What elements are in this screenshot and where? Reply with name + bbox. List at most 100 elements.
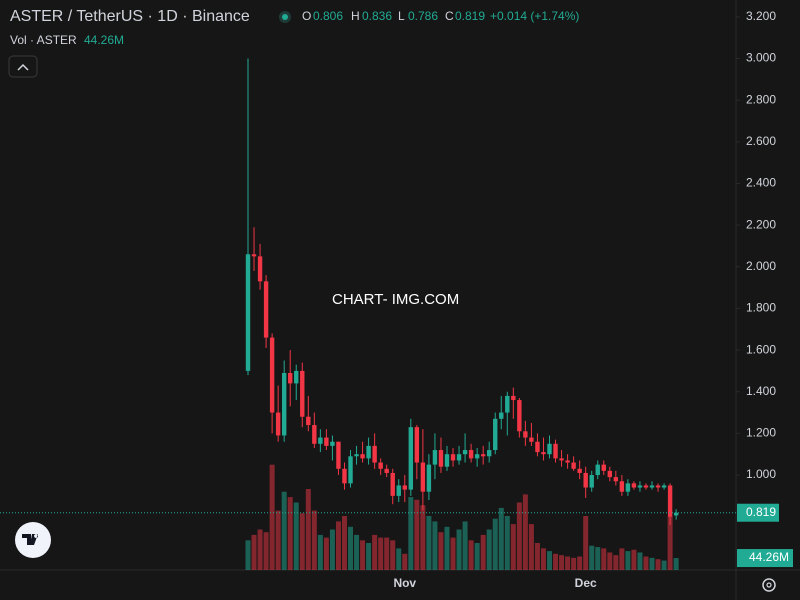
gear[interactable] <box>762 578 776 592</box>
candle-body <box>330 441 335 446</box>
candle-body <box>487 450 492 457</box>
candle-body <box>324 437 329 446</box>
volume-bar <box>492 518 498 570</box>
candle-body <box>613 477 619 482</box>
volume-bar <box>366 543 372 570</box>
volume-bar <box>583 516 589 570</box>
volume-bar <box>396 548 402 570</box>
candle-body <box>505 395 510 413</box>
legend-label: O <box>302 9 311 23</box>
candle-body <box>480 454 486 457</box>
volume-bar <box>649 557 655 570</box>
volume-bar <box>559 555 565 570</box>
candle-body <box>245 254 251 371</box>
volume-bar <box>571 557 577 570</box>
volume-bar <box>522 494 528 570</box>
candle-body <box>420 462 426 492</box>
candle-body <box>529 437 534 442</box>
candle-body <box>269 337 275 413</box>
candle-body <box>577 468 582 473</box>
volume-bar <box>420 505 426 570</box>
candle-body <box>559 458 564 461</box>
volume-bar <box>335 521 341 570</box>
volume-bar <box>631 549 637 570</box>
y-tick-label: 3.200 <box>746 9 776 23</box>
volume-bar <box>673 558 679 570</box>
candle-body <box>275 412 281 436</box>
volume-bar <box>480 534 486 570</box>
x-tick-label: Nov <box>393 576 416 590</box>
candle-body <box>631 483 637 488</box>
candle-body <box>378 462 383 469</box>
volume-bar <box>348 526 354 570</box>
volume-bar <box>426 516 432 570</box>
volume-bar <box>456 529 462 570</box>
volume-bar <box>619 548 625 570</box>
candle-body <box>263 281 269 338</box>
volume-bar <box>263 532 269 570</box>
button-frame[interactable] <box>8 55 38 78</box>
volume-bar <box>486 529 492 570</box>
candle-body <box>637 485 643 488</box>
candle-body <box>565 460 570 463</box>
candle-body <box>661 485 667 488</box>
candle-body <box>474 454 480 459</box>
volume-bar <box>275 510 281 570</box>
candle-body <box>547 443 552 455</box>
candle-body <box>625 483 631 492</box>
candle-body <box>336 441 341 469</box>
volume-bar <box>293 502 299 570</box>
settings-icon[interactable] <box>762 578 776 592</box>
candle-body <box>312 425 317 444</box>
candle-body <box>450 454 456 461</box>
watermark: CHART- IMG.COM <box>332 291 459 308</box>
candle-body <box>541 452 546 455</box>
volume-bar <box>547 551 552 570</box>
price-label: 0.819 <box>746 505 776 519</box>
y-tick-label: 2.200 <box>746 217 776 231</box>
volume-bar <box>305 489 311 570</box>
symbol-title: ASTER / TetherUS · 1D · Binance <box>10 8 250 25</box>
collapse-button[interactable] <box>8 55 38 78</box>
candle-body <box>523 431 528 438</box>
candle-body <box>499 412 504 419</box>
candle-body <box>288 372 293 384</box>
volume-bar <box>384 537 390 570</box>
candle-body <box>414 427 420 463</box>
volume-bar <box>450 537 456 570</box>
candle-body <box>468 450 474 459</box>
candle-body <box>444 454 450 467</box>
candle-body <box>408 427 414 490</box>
volume-bar <box>504 516 510 570</box>
candle-body <box>589 475 594 488</box>
volume-bar <box>577 556 583 570</box>
candle-body <box>607 470 612 478</box>
chevron-icon <box>17 63 29 71</box>
candle-body <box>390 472 395 496</box>
volume-bar <box>372 534 378 570</box>
candle-body <box>300 370 305 417</box>
y-tick-label: 3.000 <box>746 51 776 65</box>
volume-bar <box>595 547 601 570</box>
volume-bar <box>329 529 335 570</box>
y-tick-label: 1.800 <box>746 301 776 315</box>
candle-body <box>354 454 359 457</box>
volume-bar <box>251 534 257 570</box>
legend-value: 0.806 <box>313 9 343 23</box>
candle-body <box>348 456 353 484</box>
candle-body <box>619 481 625 492</box>
volume-bar <box>317 534 323 570</box>
candle-body <box>673 512 679 516</box>
candle-body <box>517 400 522 432</box>
tv-logo[interactable] <box>15 522 51 558</box>
volume-bar <box>245 540 251 570</box>
y-tick-label: 1.400 <box>746 384 776 398</box>
legend-value: 0.836 <box>362 9 392 23</box>
candle-body <box>306 416 311 426</box>
candle-body <box>553 443 558 459</box>
candle-body <box>342 468 347 484</box>
volume-bar <box>474 543 480 570</box>
volume-bar <box>534 543 540 570</box>
volume-title: Vol · ASTER <box>10 33 77 47</box>
